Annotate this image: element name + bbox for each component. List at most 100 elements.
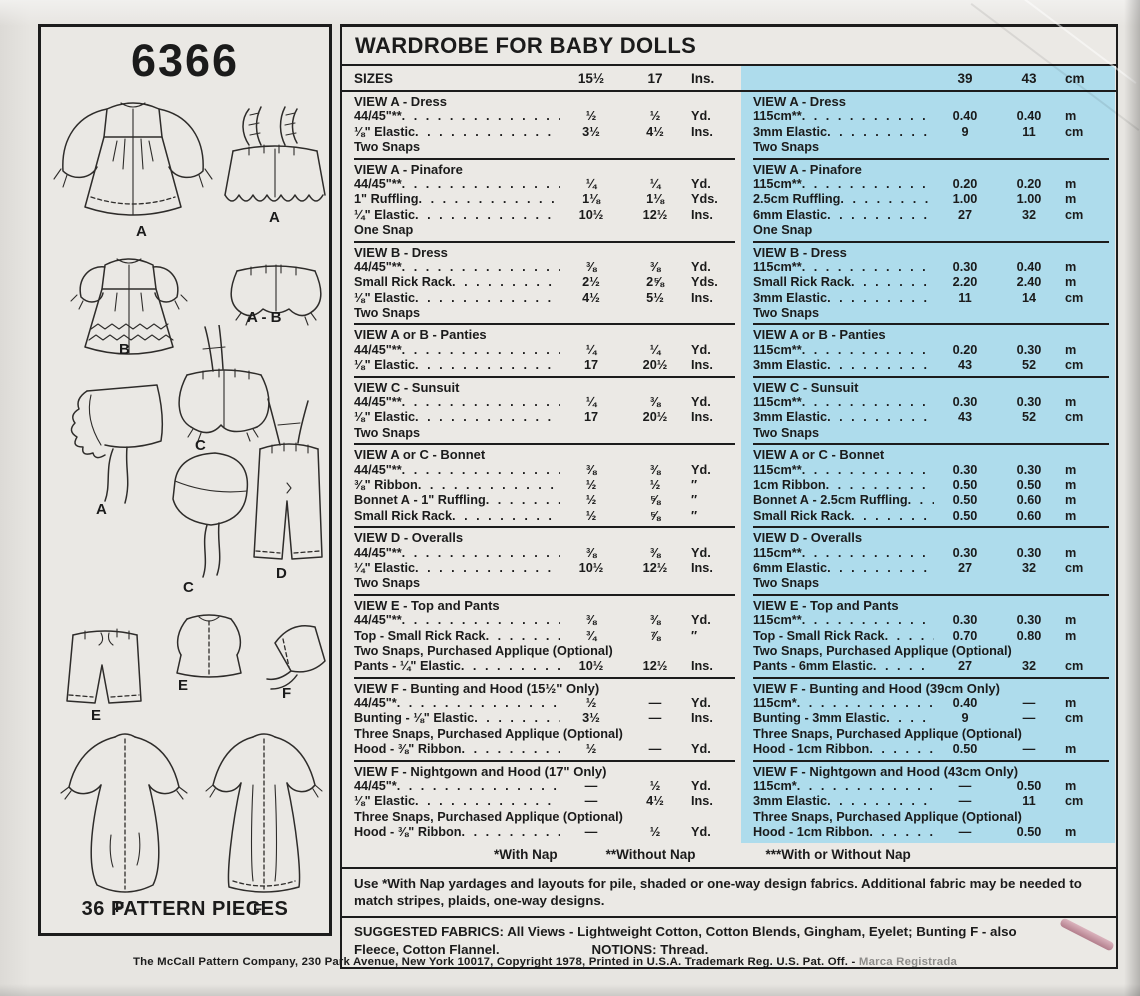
yardage-row: 115cm**0.200.30m [753,343,1109,358]
yardage-value: Ins. [691,207,713,222]
yardage-value: m [1065,825,1077,840]
yardage-section: VIEW F - Bunting and Hood (15½" Only) 44/… [354,676,735,760]
illustration-pants-e [59,623,151,713]
illustration-pinafore-a [219,103,331,219]
yardage-value: 27 [957,560,973,575]
yardage-row: Top - Small Rick Rack0.700.80m [753,629,1109,644]
size-header-row: SIZES 15½ 17 Ins. 39 43 cm [342,66,1116,92]
yardage-value: 10½ [578,207,604,222]
yardage-value: Yd. [691,109,711,124]
section-title: VIEW A or B - Panties [753,327,886,343]
yardage-value: Yd. [691,696,711,711]
yardage-value: ″ [691,477,698,492]
yardage-value: 0.20 [1016,176,1042,191]
suggested-fabrics-text2: Fleece, Cotton Flannel. [354,942,500,958]
yardage-value: cm [1065,560,1084,575]
notions-note-row: Two Snaps [354,140,421,155]
nap-usage-note: Use *With Nap yardages and layouts for p… [342,869,1116,918]
yardage-value: 2½ [582,275,600,290]
yardage-value: m [1065,779,1077,794]
section-title: VIEW E - Top and Pants [354,597,500,613]
yardage-value: ⅜ [585,613,597,628]
yardage-value: 10½ [578,560,604,575]
yardage-value: ½ [585,742,597,757]
imperial-size-header: SIZES 15½ 17 Ins. [342,66,741,90]
yardage-value: 5½ [646,290,664,305]
section-title: VIEW F - Nightgown and Hood (17" Only) [354,763,607,779]
section-title: VIEW A or B - Panties [354,327,487,343]
yardage-value: 27 [957,659,973,674]
yardage-value: 0.40 [952,696,978,711]
yardage-value: m [1065,613,1077,628]
footnote-with-nap: *With Nap [494,846,558,862]
yardage-value: — [584,779,598,794]
illustrations-panel: 6366 A [38,24,332,936]
yardage-row: 115cm**0.300.30m [753,613,1109,628]
yardage-value: 14 [1021,290,1037,305]
notions-note-row: Two Snaps [753,425,820,440]
yardage-value: 52 [1021,358,1037,373]
illustration-label: F [253,901,263,918]
yardage-value: cm [1065,124,1084,139]
yardage-value: m [1065,259,1077,274]
yardage-value: 2⅝ [646,275,664,290]
yardage-value: Yd. [691,259,711,274]
yardage-value: m [1065,493,1077,508]
yardage-row: 115cm**0.300.40m [753,260,1109,275]
section-title: VIEW F - Bunting and Hood (15½" Only) [354,680,600,696]
yardage-row: Hood - 1cm Ribbon—0.50m [753,825,1109,840]
yardage-value: 11 [958,290,972,305]
yardage-row: 115cm**0.400.40m [753,109,1109,124]
yardage-row: ⅜" Ribbon½½″ [354,478,735,493]
illustration-label: A [269,209,280,226]
section-title: VIEW A - Pinafore [354,161,463,177]
yardage-value: 0.30 [1016,462,1042,477]
suggested-fabrics-text: All Views - Lightweight Cotton, Cotton B… [507,923,1017,939]
yardage-value: 12½ [642,207,668,222]
yardage-row: 44/45"*—½Yd. [354,779,735,794]
suggested-fabrics-line1: SUGGESTED FABRICS: All Views - Lightweig… [354,923,1100,942]
yardage-value: Ins. [691,290,713,305]
yardage-value: cm [1065,290,1084,305]
yardage-section: VIEW F - Nightgown and Hood (43cm Only) 1… [753,759,1109,843]
illustration-hood-f [263,617,331,693]
notions-note-row: Two Snaps [354,425,421,440]
yardage-value: ″ [691,493,698,508]
section-title: VIEW B - Dress [753,244,847,260]
yardage-row: 1cm Ribbon0.500.50m [753,478,1109,493]
yardage-value: 17 [583,358,599,373]
yardage-value: m [1065,696,1077,711]
yardage-value: ½ [585,477,597,492]
yardage-row: Small Rick Rack0.500.60m [753,509,1109,524]
illustration-sunsuit-c [169,325,279,449]
yardage-value: m [1065,477,1077,492]
yardage-value: — [958,779,972,794]
yardage-value: ⅞ [649,628,661,643]
yardage-section: VIEW A or C - Bonnet115cm**0.300.30m1cm … [753,443,1109,526]
yardage-value: — [584,825,598,840]
illustration-overalls-d [246,395,331,573]
yardage-value: 0.30 [1016,545,1042,560]
yardage-value: 0.50 [1016,779,1042,794]
yardage-value: m [1065,545,1077,560]
notions-note-row: Two Snaps [753,306,820,321]
page-edge-shadow-bottom [0,984,1140,996]
illustration-label: E [178,677,189,694]
yardage-row: 115cm**0.300.30m [753,546,1109,561]
notions-note-row: One Snap [753,223,813,238]
yardage-value: 3½ [582,711,600,726]
yardage-value: 20½ [642,358,668,373]
yardage-value: cm [1065,207,1084,222]
yardage-value: m [1065,462,1077,477]
nap-footnotes-row: *With Nap **Without Nap ***With or Witho… [342,843,1116,869]
yardage-value: ⅜ [649,613,661,628]
yardage-row: 3mm Elastic4352cm [753,410,1109,425]
yardage-row: 115cm**0.300.30m [753,395,1109,410]
